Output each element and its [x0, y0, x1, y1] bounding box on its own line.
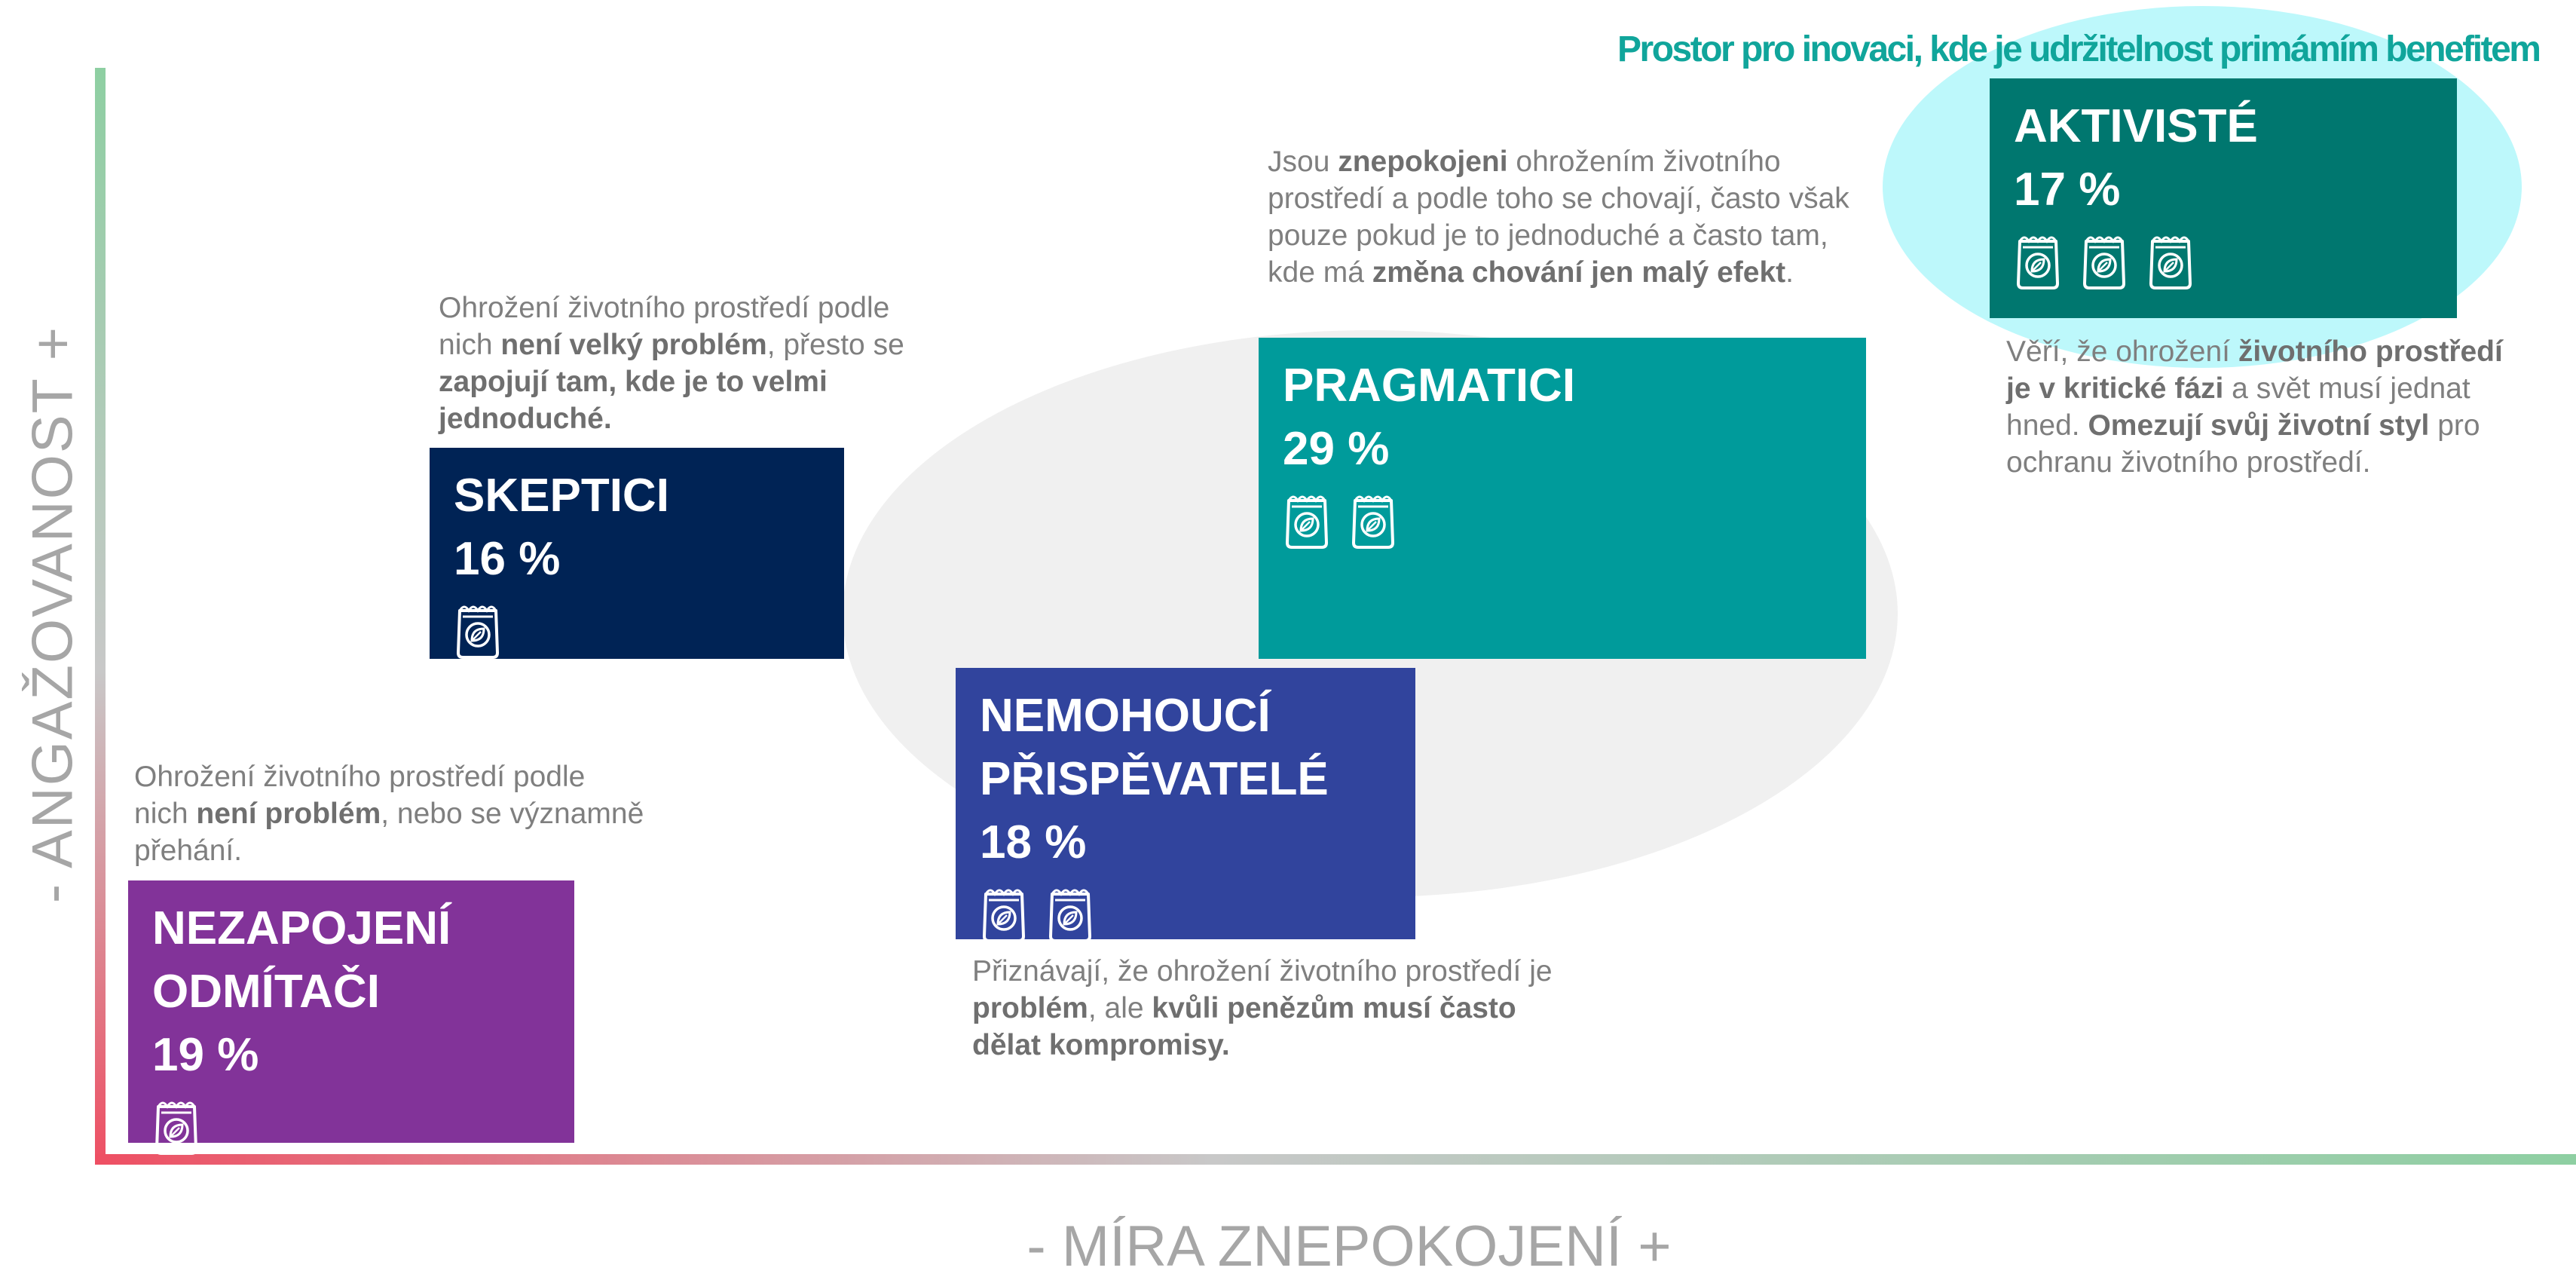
description-emphasis: není problém	[196, 798, 381, 830]
segment-name: NEZAPOJENÍ	[152, 902, 451, 954]
segment-box-nemohouci: NEMOHOUCÍ PŘISPĚVATELÉ 18 %	[956, 668, 1415, 942]
description-text: , ale	[1088, 992, 1152, 1024]
segment-box-pragmatici: PRAGMATICI 29 %	[1259, 338, 1866, 659]
eco-bag-icon	[1286, 495, 1328, 549]
description-emphasis: není velký problém	[500, 329, 767, 361]
eco-bag-icon	[1049, 889, 1091, 942]
description-text: pro ochranu životního prostředí.	[2006, 409, 2480, 479]
y-axis-label: - ANGAŽOVANOST +	[20, 325, 85, 904]
description-text: a svět musí jednat hned.	[2006, 372, 2470, 442]
segment-name-line2: ODMÍTAČI	[152, 966, 380, 1018]
description-text: .	[1785, 256, 1794, 289]
description-emphasis: problém	[972, 992, 1088, 1024]
eco-bag-icon	[983, 889, 1025, 942]
eco-bag-icon	[2017, 236, 2059, 289]
segment-description-nezapojeni: Ohrožení životního prostředí podle nich …	[134, 758, 647, 869]
eco-bag-icon	[1352, 495, 1394, 549]
description-text: ohrožením životního prostředí a podle to…	[1268, 145, 1849, 289]
description-text: Přiznávají, že ohrožení životního prostř…	[972, 955, 1553, 988]
x-axis-line	[95, 1154, 2576, 1165]
eco-bag-icon	[457, 605, 499, 659]
description-emphasis: kvůli penězům musí často dělat kompromis…	[972, 992, 1516, 1061]
segment-box-aktiviste: AKTIVISTÉ 17 %	[1990, 78, 2457, 318]
description-text: Ohrožení životního prostředí podle nich	[134, 761, 586, 830]
eco-bag-icons	[1283, 490, 1842, 550]
segment-name: SKEPTICI	[454, 470, 669, 522]
description-text: , přesto se	[766, 329, 904, 361]
eco-bag-icons	[152, 1096, 550, 1156]
eco-bag-icons	[454, 600, 820, 660]
segment-percent: 17 %	[2014, 164, 2121, 216]
eco-bag-icon	[2149, 236, 2192, 289]
segment-name-line2: PŘISPĚVATELÉ	[980, 753, 1329, 805]
description-emphasis: zapojují tam, kde je to velmi jednoduché…	[439, 366, 828, 435]
segment-name: NEMOHOUCÍ	[980, 690, 1271, 742]
description-text: Ohrožení životního prostředí podle nich	[439, 292, 890, 361]
segment-percent: 19 %	[152, 1029, 259, 1081]
description-text: , nebo se významně přehání.	[134, 798, 644, 867]
description-text: Věří, že ohrožení	[2006, 335, 2238, 368]
x-axis-label: - MÍRA ZNEPOKOJENÍ +	[1026, 1214, 1672, 1278]
eco-bag-icon	[2083, 236, 2125, 289]
segment-description-nemohouci: Přiznávají, že ohrožení životního prostř…	[972, 953, 1575, 1064]
y-axis-line	[95, 68, 106, 1165]
eco-bag-icon	[155, 1101, 197, 1155]
segment-description-aktiviste: Věří, že ohrožení životního prostředí je…	[2006, 333, 2534, 481]
segment-description-skeptici: Ohrožení životního prostředí podle nich …	[439, 289, 921, 437]
segment-percent: 16 %	[454, 533, 561, 585]
description-emphasis: Omezují svůj životní styl	[2088, 409, 2430, 442]
segment-name: PRAGMATICI	[1283, 360, 1576, 412]
description-emphasis: životního prostředí je v kritické fázi	[2006, 335, 2503, 405]
description-text: Jsou	[1268, 145, 1338, 178]
segment-description-pragmatici: Jsou znepokojeni ohrožením životního pro…	[1268, 143, 1856, 291]
eco-bag-icons	[980, 883, 1391, 944]
segment-percent: 29 %	[1283, 423, 1390, 475]
segment-box-skeptici: SKEPTICI 16 %	[430, 448, 844, 659]
segment-name: AKTIVISTÉ	[2014, 100, 2258, 152]
description-emphasis: změna chování jen malý efekt	[1372, 256, 1786, 289]
segment-box-nezapojeni: NEZAPOJENÍ ODMÍTAČI 19 %	[128, 880, 574, 1155]
segment-percent: 18 %	[980, 816, 1087, 868]
innovation-space-label: Prostor pro inovaci, kde je udržitelnost…	[1617, 29, 2541, 69]
description-emphasis: znepokojeni	[1338, 145, 1508, 178]
eco-bag-icons	[2014, 231, 2433, 291]
